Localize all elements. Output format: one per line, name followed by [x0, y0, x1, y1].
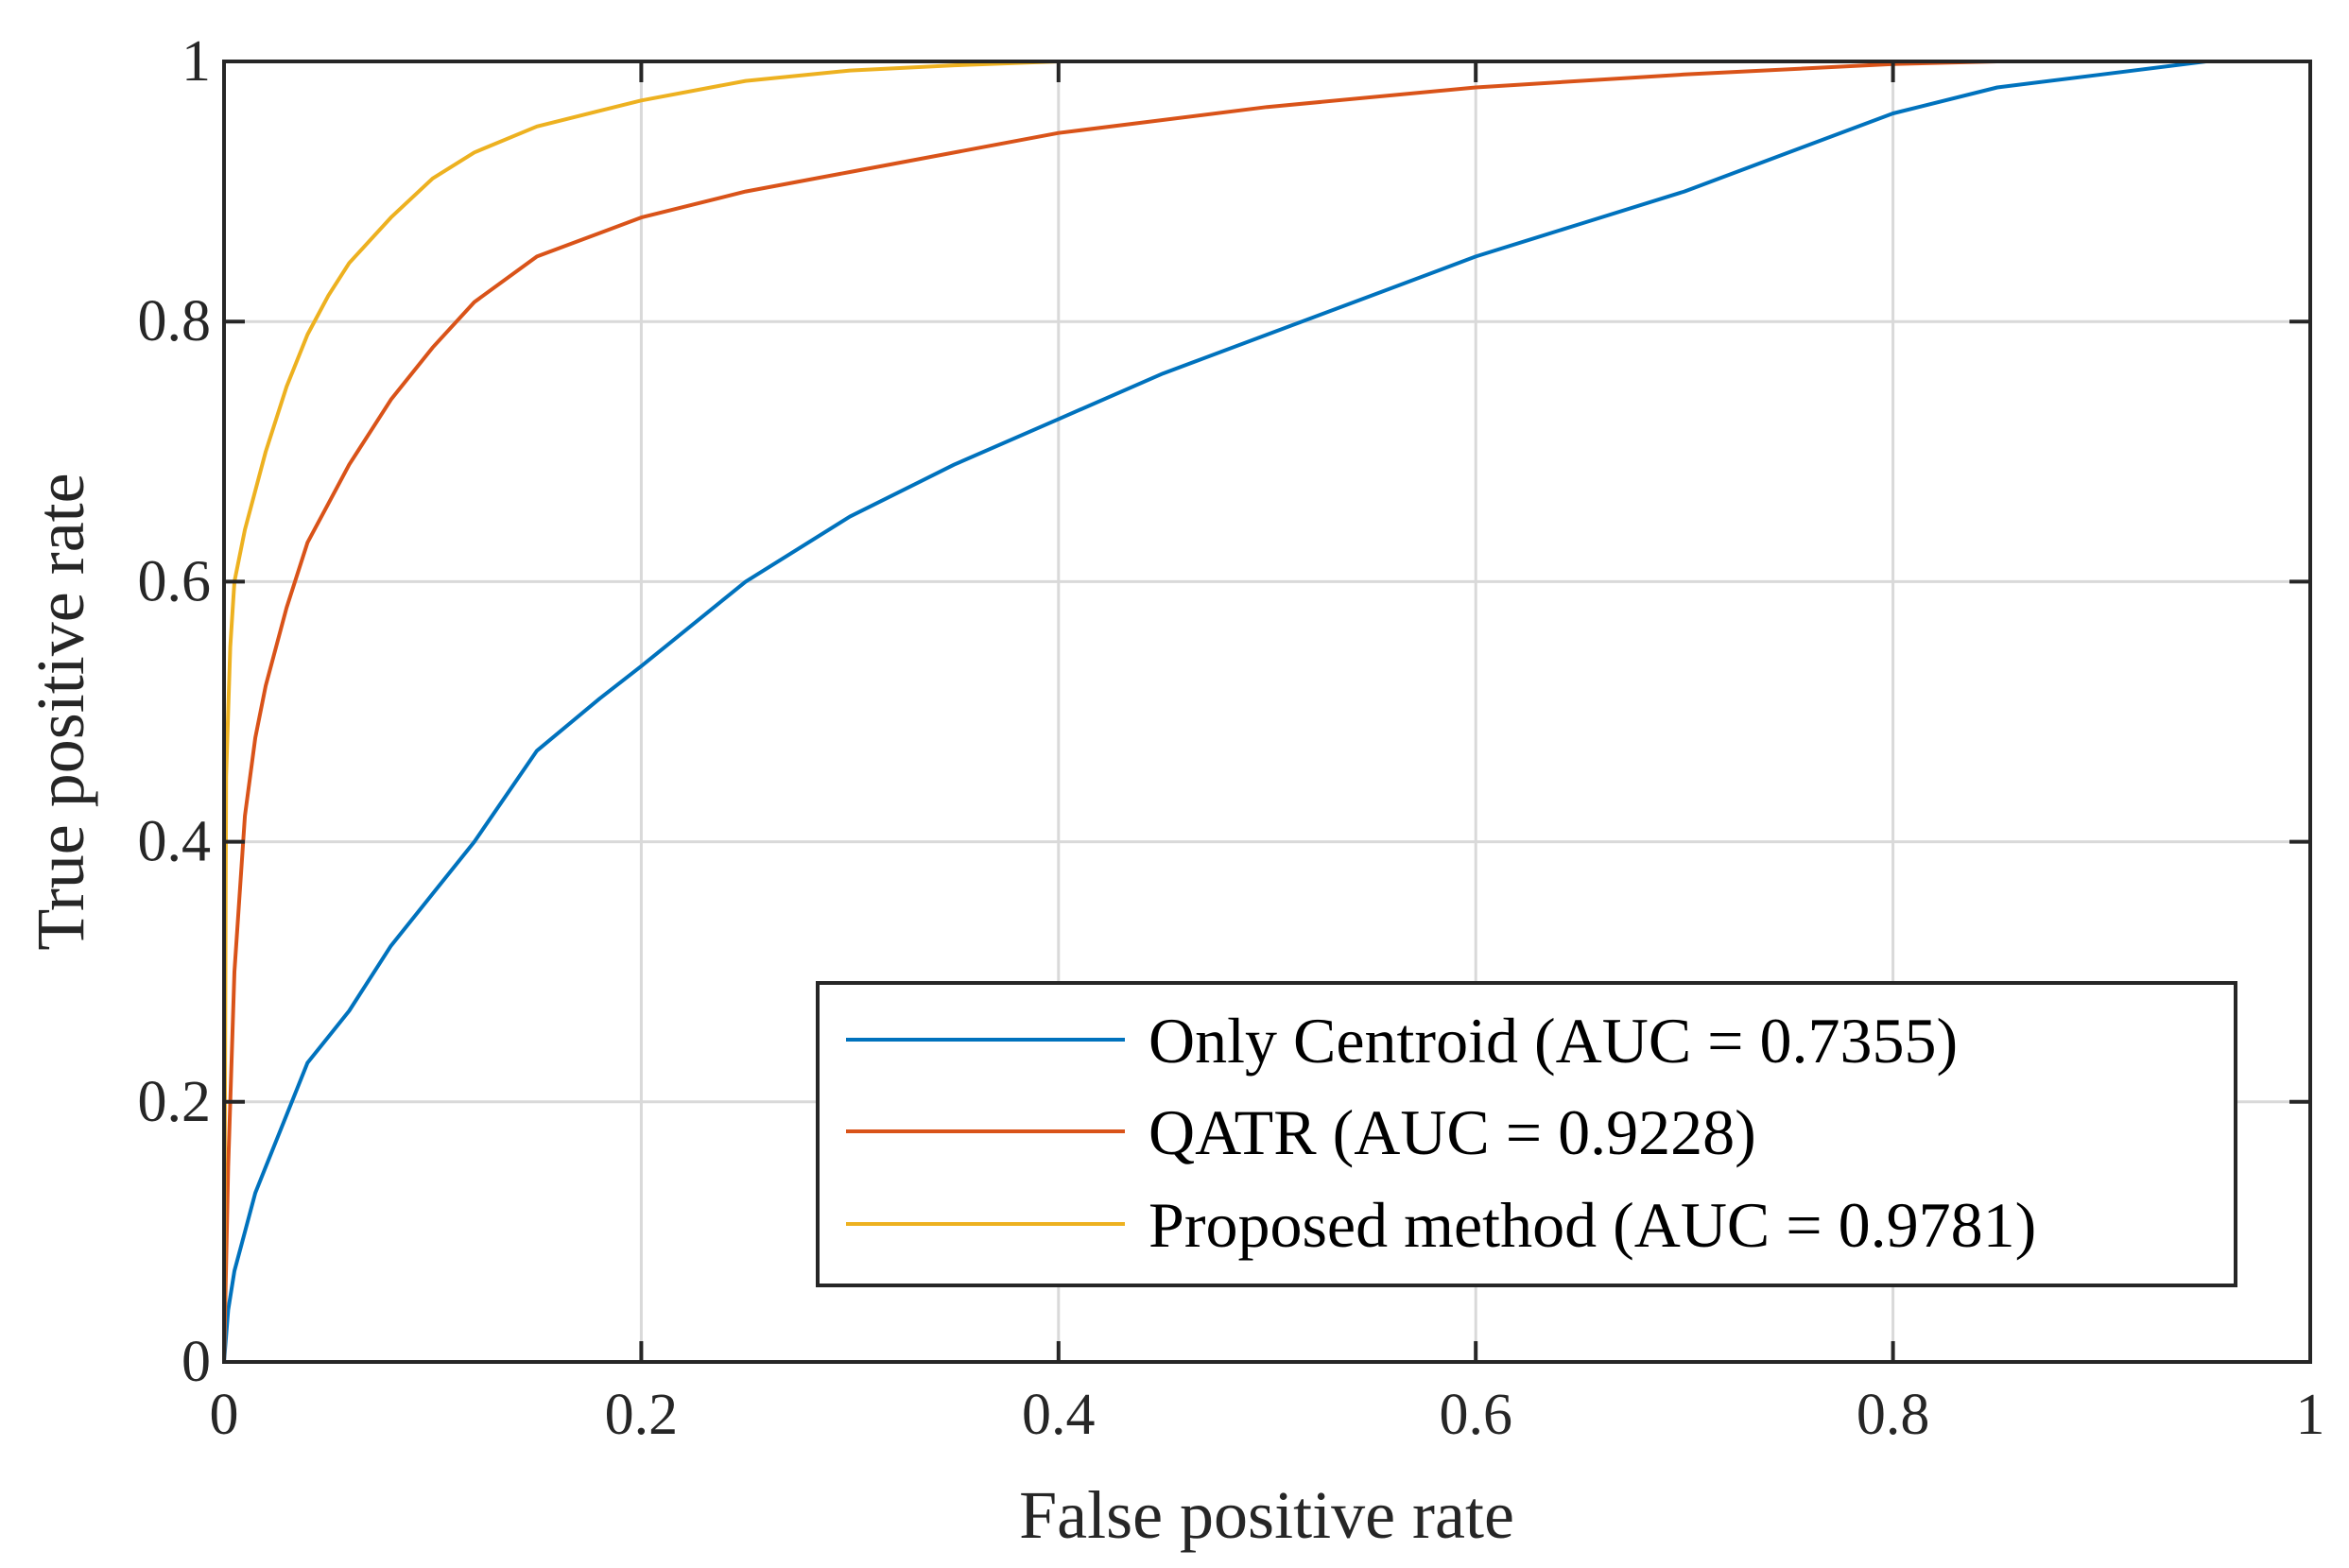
y-tick-label: 0.8	[138, 289, 212, 353]
legend-label-1: Only Centroid (AUC = 0.7355)	[1149, 1005, 1958, 1077]
x-tick-label: 0.2	[605, 1383, 679, 1447]
x-tick-label: 0	[210, 1383, 239, 1447]
legend-label-3: Proposed method (AUC = 0.9781)	[1149, 1189, 2036, 1261]
y-tick-label: 1	[181, 29, 211, 94]
axes-frame	[222, 60, 2312, 1364]
y-tick-label: 0	[181, 1330, 211, 1394]
legend-box	[816, 981, 2237, 1287]
series-line-3	[222, 60, 2310, 1363]
legend: Only Centroid (AUC = 0.7355) QATR (AUC = …	[816, 981, 2237, 1287]
x-tick-label: 0.8	[1857, 1383, 1930, 1447]
series-line-2	[222, 60, 2310, 1363]
series-lines	[222, 60, 2310, 1363]
y-tick-label: 0.4	[138, 810, 212, 874]
series-line-1	[222, 60, 2310, 1363]
y-tick-label: 0.2	[138, 1070, 212, 1134]
tick-labels: 0 0.2 0.4 0.6 0.8 1 0 0.2 0.4 0.6 0.8 1	[138, 29, 2325, 1447]
x-tick-label: 0.4	[1022, 1383, 1096, 1447]
x-tick-label: 0.6	[1439, 1383, 1512, 1447]
y-tick-label: 0.6	[138, 549, 212, 613]
x-tick-label: 1	[2296, 1383, 2325, 1447]
x-axis-label: False positive rate	[1019, 1477, 1514, 1553]
axis-ticks	[222, 60, 2312, 1364]
y-axis-label: True positive rate	[23, 473, 98, 950]
legend-label-2: QATR (AUC = 0.9228)	[1149, 1096, 1756, 1168]
